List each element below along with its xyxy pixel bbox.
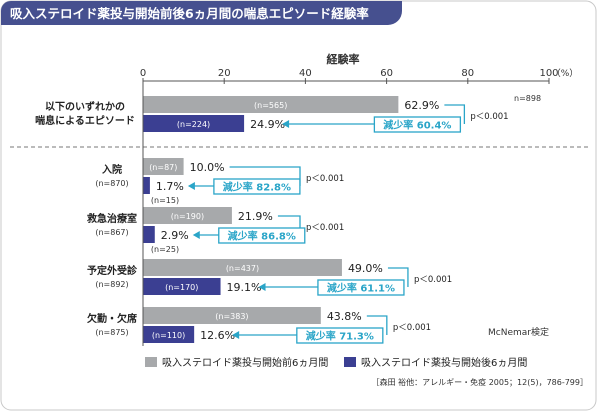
reduction-arrow-head: [232, 331, 240, 339]
legend-swatch: [344, 357, 356, 367]
category-label: 入院: [102, 163, 122, 176]
legend-swatch: [145, 357, 157, 367]
reduction-bracket: [444, 104, 466, 124]
reduction-rate: 減少率 71.3%: [306, 330, 374, 343]
bar-after: [143, 326, 195, 343]
p-value: p＜0.001: [306, 223, 344, 233]
legend-label: 吸入ステロイド薬投与開始前6ヵ月間: [162, 356, 328, 369]
category-group: 欠勤・欠席 (n=875) (n=383) (n=110) 43.8% 12.6% 減少率 …: [87, 307, 431, 344]
x-axis-title: 経験率: [327, 52, 360, 66]
bar-after-n: (n=15): [151, 196, 179, 205]
bar-before-n: (n=87): [149, 163, 177, 172]
title-bar: [1, 1, 402, 25]
bar-after: [143, 177, 150, 194]
reduction-rate: 減少率 61.1%: [327, 282, 395, 295]
bar-before-value: 43.8%: [327, 310, 362, 323]
x-tick-label: 80: [461, 68, 474, 79]
bar-before-n: (n=383): [215, 312, 248, 321]
bar-after-value: 12.6%: [200, 329, 235, 342]
test-note: McNemar検定: [488, 326, 549, 338]
category-group: 救急治療室 (n=867) (n=190) (n=25) 21.9% 2.9% 減少率 86…: [87, 207, 344, 254]
x-tick-label: 60: [380, 68, 393, 79]
bar-before-n: (n=565): [254, 101, 287, 110]
legend: 吸入ステロイド薬投与開始前6ヵ月間 吸入ステロイド薬投与開始後6ヵ月間: [145, 356, 527, 369]
p-value: p＜0.001: [414, 275, 452, 285]
x-tick-label: 100: [539, 68, 558, 79]
reduction-arrow-head: [187, 182, 195, 190]
category-n-label: (n=892): [95, 280, 128, 289]
bar-after-value: 24.9%: [250, 118, 285, 131]
bar-after-n: (n=25): [151, 245, 179, 254]
bar-before-n: (n=190): [171, 212, 204, 221]
bar-before-value: 10.0%: [190, 161, 225, 174]
category-n-label: (n=867): [95, 228, 128, 237]
p-value: p＜0.001: [470, 112, 508, 122]
category-label: 喘息によるエピソード: [35, 114, 135, 127]
bar-after: [143, 278, 221, 295]
reduction-box: [213, 178, 301, 195]
reduction-bracket: [366, 315, 388, 335]
reduction-arrow-head: [258, 283, 266, 291]
chart-title: 吸入ステロイド薬投与開始前後6ヵ月間の喘息エピソード経験率: [10, 6, 369, 21]
bar-before: [143, 158, 184, 175]
p-value: p＜0.001: [393, 323, 431, 333]
bar-after: [143, 115, 245, 132]
reduction-rate: 減少率 82.8%: [223, 181, 291, 194]
x-tick-label: 20: [218, 68, 231, 79]
category-label: 予定外受診: [87, 264, 138, 277]
bar-before: [143, 207, 232, 224]
reduction-arrow-head: [282, 120, 290, 128]
reduction-rate: 減少率 60.4%: [383, 119, 451, 132]
reduction-bracket: [387, 267, 409, 287]
category-n-label: (n=870): [95, 179, 128, 188]
bar-before: [143, 259, 342, 276]
bar-before-value: 21.9%: [238, 210, 273, 223]
bar-after-n: (n=224): [177, 120, 210, 129]
reduction-rate: 減少率 86.8%: [228, 230, 296, 243]
bar-after-n: (n=170): [165, 283, 198, 292]
bar-before-value: 49.0%: [348, 262, 383, 275]
bar-before-value: 62.9%: [404, 99, 439, 112]
category-n-label: (n=875): [95, 328, 128, 337]
category-label: 欠勤・欠席: [87, 312, 137, 325]
reduction-box: [373, 116, 462, 133]
bar-after: [143, 226, 155, 243]
bar-after-value: 2.9%: [161, 229, 189, 242]
bar-before-n: (n=437): [226, 264, 259, 273]
bar-before: [143, 96, 399, 113]
reduction-arrow-head: [192, 231, 200, 239]
category-group: 予定外受診 (n=892) (n=437) (n=170) 49.0% 19.1% 減少率 …: [87, 259, 452, 296]
reduction-box: [296, 327, 384, 344]
bar-after-n: (n=110): [152, 331, 185, 340]
reduction-box: [218, 227, 306, 244]
legend-label: 吸入ステロイド薬投与開始後6ヵ月間: [361, 356, 527, 369]
x-axis-unit: （%）: [552, 68, 579, 79]
x-tick-label: 0: [140, 68, 146, 79]
bar-after-value: 1.7%: [156, 180, 184, 193]
category-label: 以下のいずれかの: [45, 100, 125, 113]
category-group: 入院 (n=870) (n=87) (n=15) 10.0% 1.7% 減少率 82.8% p…: [95, 158, 344, 205]
bar-before: [143, 307, 321, 324]
total-n: n=898: [514, 94, 541, 103]
x-tick-label: 40: [299, 68, 312, 79]
bar-after-value: 19.1%: [227, 281, 262, 294]
p-value: p＜0.001: [306, 174, 344, 184]
category-label: 救急治療室: [87, 212, 137, 225]
citation: ［森田 裕他：アレルギー・免疫 2005；12(5)，786-799］: [372, 377, 588, 387]
reduction-box: [317, 279, 405, 296]
